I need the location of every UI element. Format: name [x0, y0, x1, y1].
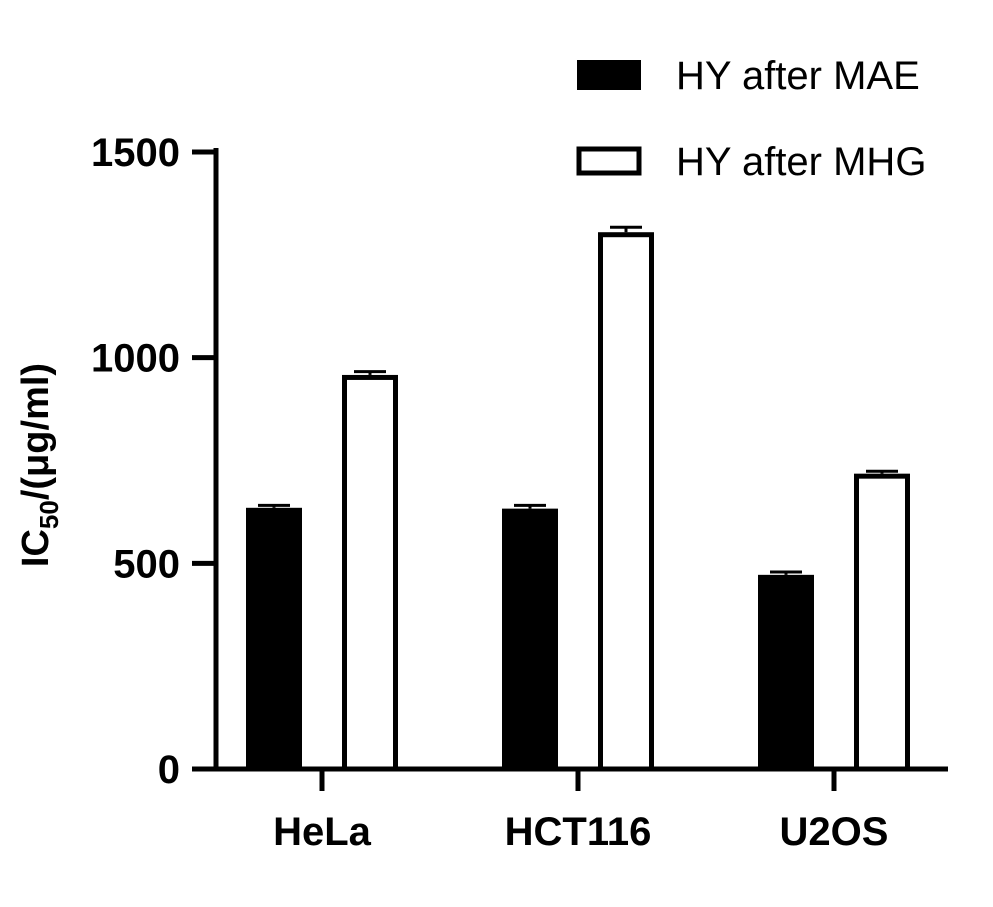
- error-bars: [258, 225, 898, 575]
- bar-mae-hct116: [502, 508, 558, 770]
- y-tick-label: 500: [113, 542, 180, 586]
- legend: HY after MAE HY after MHG: [576, 54, 926, 184]
- legend-label-mhg: HY after MHG: [676, 140, 926, 184]
- legend-swatch-mae: [577, 60, 641, 90]
- y-axis-title-subscript: 50: [34, 500, 64, 529]
- legend-label-mae: HY after MAE: [676, 54, 920, 98]
- bar-mae-hela: [246, 507, 302, 770]
- bar-mae-u2os: [758, 574, 814, 770]
- x-axis-ticks: HeLa HCT116 U2OS: [273, 769, 888, 854]
- bars: [246, 232, 910, 772]
- y-tick-label: 0: [158, 748, 180, 792]
- x-tick-label-u2os: U2OS: [780, 810, 889, 854]
- y-tick-label: 1000: [91, 337, 180, 381]
- bar-mhg-hct116: [598, 232, 654, 772]
- x-tick-label-hela: HeLa: [273, 810, 372, 854]
- y-axis-title-main: IC: [15, 529, 57, 567]
- y-axis-title: IC50/(μg/ml): [15, 363, 64, 567]
- legend-swatch-mhg: [576, 146, 642, 176]
- x-tick-label-hct116: HCT116: [505, 810, 652, 854]
- y-axis-title-suffix: /(μg/ml): [15, 363, 57, 500]
- bar-mhg-hela: [342, 374, 398, 772]
- y-axis-ticks: 0 500 1000 1500: [91, 131, 216, 792]
- bar-mhg-u2os: [854, 473, 910, 772]
- y-tick-label: 1500: [91, 131, 180, 175]
